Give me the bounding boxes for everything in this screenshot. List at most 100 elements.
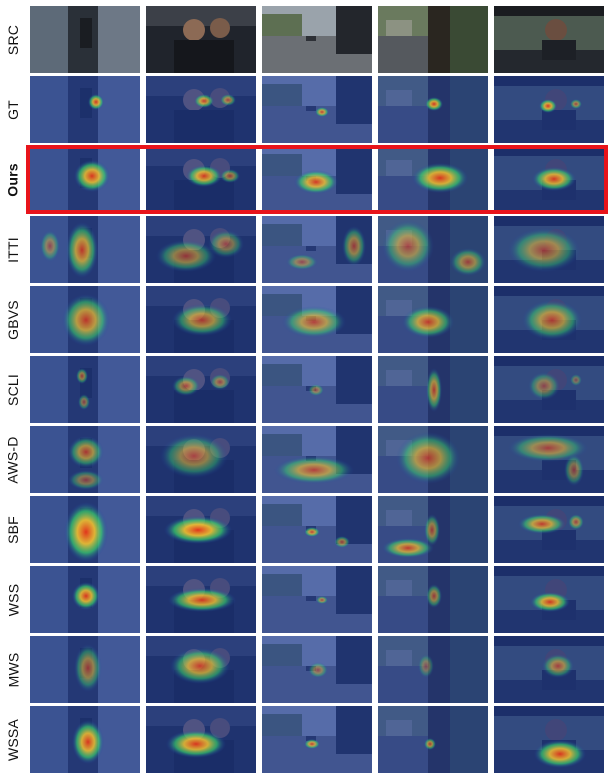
- saliency-wash: [146, 76, 256, 143]
- tile-image: [494, 6, 604, 73]
- tile-image: [262, 426, 372, 493]
- tile-image: [262, 566, 372, 633]
- heat-blob: [539, 99, 557, 113]
- heat-blob: [160, 434, 228, 478]
- row-label: GT: [0, 76, 26, 143]
- row-mws: MWS: [0, 636, 613, 703]
- tile-image: [262, 356, 372, 423]
- saliency-tile: [378, 216, 488, 283]
- heat-blob: [168, 588, 236, 612]
- heat-blob: [210, 374, 230, 390]
- tile-image: [146, 216, 256, 283]
- tile-image: [378, 566, 488, 633]
- scene-background: [262, 6, 372, 73]
- saliency-tile: [30, 636, 140, 703]
- saliency-tile: [146, 6, 256, 73]
- saliency-wash: [30, 76, 140, 143]
- tile-image: [494, 426, 604, 493]
- saliency-tile: [262, 356, 372, 423]
- row-label: WSS: [0, 566, 26, 633]
- heat-blob: [72, 582, 100, 610]
- tile-image: [494, 496, 604, 563]
- saliency-tile: [378, 286, 488, 353]
- saliency-tile: [494, 216, 604, 283]
- tile-image: [494, 356, 604, 423]
- heat-blob: [402, 306, 454, 338]
- tile-image: [494, 566, 604, 633]
- tile-image: [262, 216, 372, 283]
- tile-image: [146, 636, 256, 703]
- saliency-tile: [146, 286, 256, 353]
- heat-blob: [522, 300, 582, 340]
- row-label-text: SCLI: [5, 373, 21, 406]
- saliency-tile: [30, 496, 140, 563]
- saliency-tile: [494, 146, 604, 213]
- saliency-tile: [146, 566, 256, 633]
- saliency-tile: [30, 356, 140, 423]
- saliency-tile: [494, 286, 604, 353]
- heat-blob: [88, 94, 104, 110]
- tile-image: [30, 706, 140, 773]
- heat-blob: [532, 167, 576, 191]
- tile-image: [494, 76, 604, 143]
- saliency-tile: [262, 566, 372, 633]
- heat-blob: [208, 230, 244, 258]
- row-label: Ours: [0, 146, 26, 213]
- row-label-text: SRC: [5, 24, 22, 55]
- saliency-tile: [494, 636, 604, 703]
- saliency-tile: [262, 706, 372, 773]
- heat-blob: [425, 97, 443, 111]
- tile-image: [378, 76, 488, 143]
- tile-image: [30, 636, 140, 703]
- saliency-tile: [494, 76, 604, 143]
- row-label-text: AWS-D: [5, 435, 21, 484]
- heat-blob: [382, 538, 434, 558]
- row-itti: ITTI: [0, 216, 613, 283]
- tile-image: [146, 566, 256, 633]
- tile-image: [378, 636, 488, 703]
- heat-blob: [382, 220, 434, 272]
- heat-blob: [74, 644, 102, 692]
- saliency-tile: [494, 496, 604, 563]
- row-gt: GT: [0, 76, 613, 143]
- saliency-tile: [378, 426, 488, 493]
- tile-image: [378, 356, 488, 423]
- row-wssa: WSSA: [0, 706, 613, 773]
- tile-image: [146, 706, 256, 773]
- heat-blob: [62, 294, 110, 346]
- tile-image: [30, 566, 140, 633]
- heat-blob: [508, 228, 580, 272]
- heat-blob: [568, 514, 584, 530]
- tile-image: [30, 496, 140, 563]
- tile-image: [30, 146, 140, 213]
- scene-background: [494, 6, 604, 73]
- heat-blob: [534, 740, 586, 768]
- heat-blob: [220, 94, 236, 106]
- heat-blob: [282, 306, 346, 338]
- heat-blob: [396, 432, 460, 484]
- saliency-tile: [30, 566, 140, 633]
- heat-blob: [426, 368, 442, 412]
- tile-image: [378, 6, 488, 73]
- saliency-tile: [30, 146, 140, 213]
- heat-blob: [186, 165, 222, 187]
- tile-image: [146, 286, 256, 353]
- saliency-tile: [146, 356, 256, 423]
- row-label: ITTI: [0, 216, 26, 283]
- tile-image: [30, 356, 140, 423]
- heat-blob: [66, 222, 98, 278]
- tile-image: [146, 146, 256, 213]
- saliency-tile: [262, 76, 372, 143]
- saliency-tile: [146, 146, 256, 213]
- heat-blob: [304, 739, 320, 749]
- saliency-tile: [494, 566, 604, 633]
- heat-blob: [412, 163, 468, 193]
- row-label: GBVS: [0, 286, 26, 353]
- saliency-tile: [262, 6, 372, 73]
- heat-blob: [64, 502, 108, 562]
- tile-image: [494, 216, 604, 283]
- saliency-tile: [30, 286, 140, 353]
- tile-image: [146, 496, 256, 563]
- saliency-tile: [494, 706, 604, 773]
- tile-image: [378, 216, 488, 283]
